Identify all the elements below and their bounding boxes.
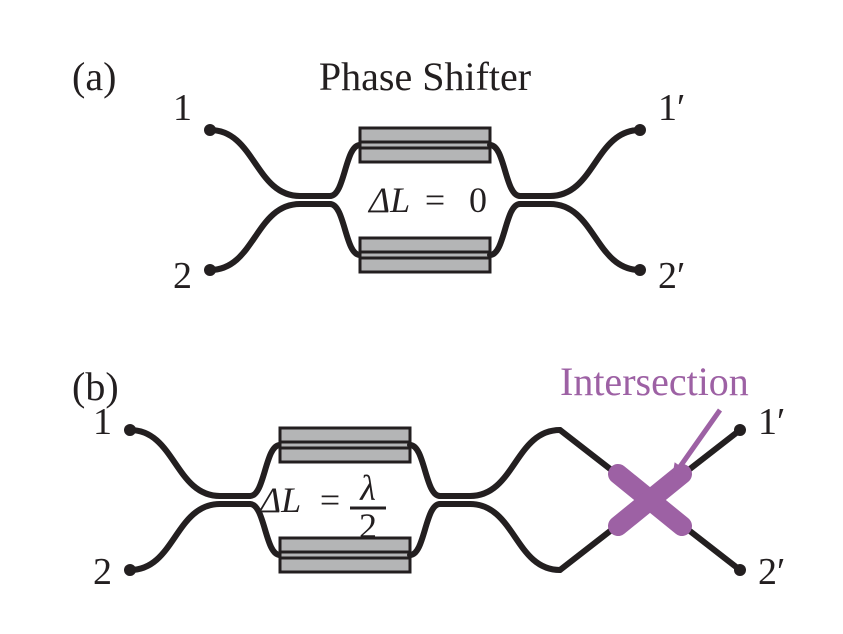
port-b-1-dot [124, 424, 136, 436]
port-a-1p-dot [634, 124, 646, 136]
port-b-1p-dot [734, 424, 746, 436]
port-a-1-label: 1 [173, 87, 192, 129]
wg-b-post-bot [470, 504, 560, 570]
wg-b-arm-top-out [410, 445, 440, 496]
wg-a-out-bottom [550, 204, 640, 270]
wg-a-out-top [550, 130, 640, 196]
port-a-2p-label: 2′ [658, 255, 685, 297]
wg-a-arm-top-in [330, 145, 360, 196]
eq-b-num: λ [359, 468, 376, 508]
phase-shifter-b-top [280, 428, 410, 462]
port-a-2p-dot [634, 264, 646, 276]
phase-shifter-b-bottom [280, 538, 410, 572]
eq-b-eq: = [320, 480, 340, 520]
wg-a-arm-bot-out [490, 204, 520, 255]
eq-b-dl: ΔL [258, 480, 301, 520]
intersection-title: Intersection [560, 359, 749, 404]
wg-a-in-top [210, 130, 300, 196]
wg-a-arm-top-out [490, 145, 520, 196]
port-b-1p-label: 1′ [758, 401, 785, 443]
eq-a-dl: ΔL [367, 180, 410, 220]
wg-a-in-bottom [210, 204, 300, 270]
phase-shifter-a-bottom [360, 238, 490, 272]
wg-b-in-top [130, 430, 220, 496]
wg-a-arm-bot-in [330, 204, 360, 255]
port-b-2p-label: 2′ [758, 551, 785, 593]
wg-b-in-bottom [130, 504, 220, 570]
phase-shifter-title: Phase Shifter [319, 54, 531, 99]
eq-b-den: 2 [359, 506, 377, 546]
panel-a-label: (a) [72, 54, 116, 99]
port-a-2-dot [204, 264, 216, 276]
wg-b-post-top [470, 430, 560, 496]
port-a-1-dot [204, 124, 216, 136]
port-b-2p-dot [734, 564, 746, 576]
phase-shifter-a-top [360, 128, 490, 162]
port-b-2-dot [124, 564, 136, 576]
wg-b-arm-bot-out [410, 504, 440, 555]
port-a-1p-label: 1′ [658, 87, 685, 129]
port-b-2-label: 2 [93, 551, 112, 593]
eq-a-eq: = [425, 180, 445, 220]
eq-a-rhs: 0 [469, 180, 487, 220]
port-b-1-label: 1 [93, 401, 112, 443]
port-a-2-label: 2 [173, 255, 192, 297]
